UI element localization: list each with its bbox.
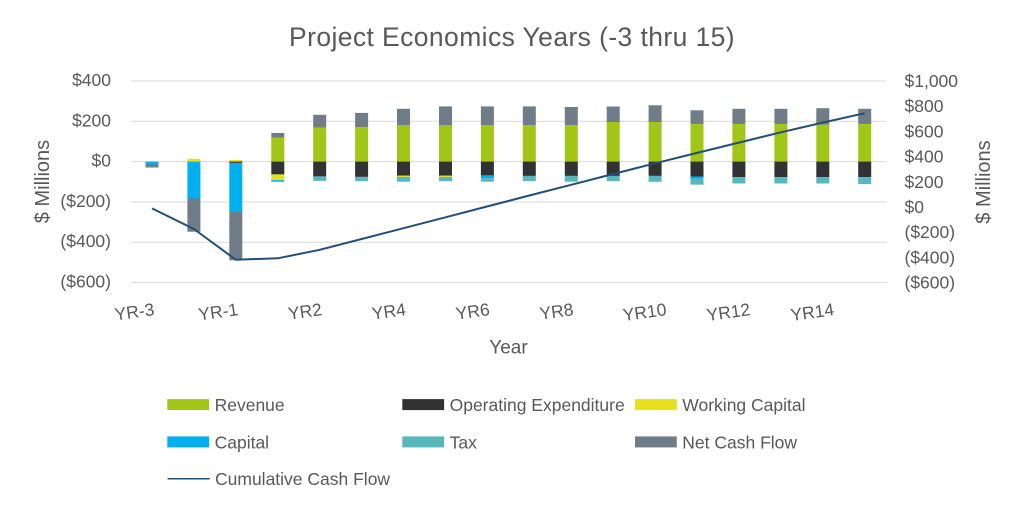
svg-text:Working Capital: Working Capital (682, 395, 805, 415)
svg-text:($200): ($200) (60, 191, 111, 211)
svg-text:$800: $800 (905, 96, 944, 116)
svg-text:YR6: YR6 (454, 299, 490, 324)
svg-text:($400): ($400) (60, 231, 111, 251)
svg-text:Operating Expenditure: Operating Expenditure (450, 395, 625, 415)
svg-text:$ Millions: $ Millions (32, 140, 54, 223)
svg-text:$400: $400 (905, 147, 944, 167)
svg-text:YR4: YR4 (371, 299, 408, 324)
svg-text:$200: $200 (72, 110, 111, 130)
svg-text:Tax: Tax (450, 432, 477, 452)
svg-text:($200): ($200) (905, 222, 956, 242)
svg-text:Revenue: Revenue (215, 395, 285, 415)
svg-text:$0: $0 (905, 197, 925, 217)
svg-text:($400): ($400) (905, 247, 956, 267)
svg-text:YR2: YR2 (287, 299, 323, 324)
svg-text:$0: $0 (92, 151, 112, 171)
svg-text:Net Cash Flow: Net Cash Flow (682, 432, 797, 452)
svg-text:Year: Year (489, 338, 528, 359)
svg-text:$400: $400 (72, 70, 111, 90)
svg-text:$1,000: $1,000 (905, 71, 959, 91)
svg-text:($600): ($600) (60, 272, 111, 292)
svg-text:$200: $200 (905, 172, 944, 192)
svg-text:Capital: Capital (215, 432, 269, 452)
svg-text:($600): ($600) (905, 273, 956, 293)
svg-text:YR8: YR8 (538, 299, 574, 324)
svg-text:$600: $600 (905, 121, 944, 141)
svg-text:Cumulative Cash Flow: Cumulative Cash Flow (215, 469, 390, 489)
svg-text:Project Economics Years (-3 th: Project Economics Years (-3 thru 15) (289, 22, 735, 52)
svg-text:$ Millions: $ Millions (973, 140, 995, 223)
